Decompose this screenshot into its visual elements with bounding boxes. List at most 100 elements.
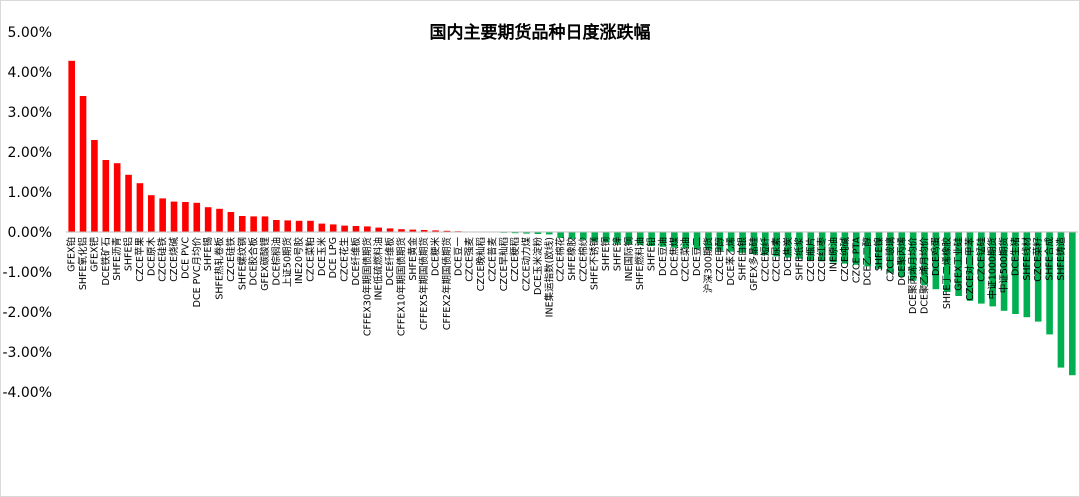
bar xyxy=(716,232,724,251)
category-label: CZCE硅铁 xyxy=(225,237,237,282)
y-tick-label: -3.00% xyxy=(2,345,52,361)
bar xyxy=(329,224,337,232)
category-label: DCE聚乙烯月均价 xyxy=(918,237,930,314)
bar xyxy=(1046,232,1053,335)
bar xyxy=(1012,232,1019,314)
category-label: CZCE锰硅 xyxy=(975,237,987,282)
category-label: DCE铁矿石 xyxy=(100,237,112,285)
category-label: DCE纤维板 xyxy=(384,237,396,286)
bar xyxy=(773,232,780,257)
bar xyxy=(932,232,940,290)
category-label: SHFE橡胶 xyxy=(566,237,578,281)
bar xyxy=(591,232,599,242)
category-label: INE集运指数(欧线) xyxy=(543,237,555,317)
category-label: CZCE花生 xyxy=(339,237,351,282)
bar xyxy=(91,140,98,232)
category-label: DCE聚丙烯月均价 xyxy=(907,237,919,314)
bar xyxy=(705,232,712,250)
category-label: DCE胶合板 xyxy=(248,237,260,286)
category-label: SHFE铝 xyxy=(123,237,135,271)
category-label: SHFE纸浆 xyxy=(793,237,805,281)
bar xyxy=(159,198,166,232)
y-tick-label: 5.00% xyxy=(8,25,52,41)
bar xyxy=(409,229,417,232)
bar xyxy=(909,232,917,281)
bar xyxy=(978,232,985,304)
y-tick-label: -4.00% xyxy=(2,385,52,401)
category-label: CZCE PTA xyxy=(851,237,862,284)
category-label: GFEX多晶硅 xyxy=(748,237,760,291)
category-label: CFFEX2年期国债期货 xyxy=(441,237,453,330)
bar xyxy=(193,202,201,232)
category-label: CZCE晚籼稻 xyxy=(475,237,487,291)
bar xyxy=(227,212,235,232)
category-label: CZCE纯碱 xyxy=(839,237,851,282)
bar xyxy=(727,232,735,252)
bar xyxy=(557,232,564,238)
category-label: GFEX碳酸锂 xyxy=(259,237,271,291)
bar xyxy=(443,230,451,232)
bar xyxy=(796,232,803,259)
category-label: DCE焦炭 xyxy=(782,237,794,276)
bar xyxy=(602,232,610,243)
bar xyxy=(568,232,576,239)
bar xyxy=(830,232,837,263)
bar xyxy=(784,232,792,258)
bar xyxy=(511,232,519,234)
category-label: SHFE镍 xyxy=(873,237,885,272)
category-label: INE20号胶 xyxy=(293,237,305,284)
bar xyxy=(523,232,530,234)
y-tick-label: 1.00% xyxy=(8,185,52,201)
bar xyxy=(841,232,849,264)
category-label: CZCE烧碱 xyxy=(168,237,180,282)
category-label: DCE棕榈油 xyxy=(270,237,282,285)
bar xyxy=(1057,232,1065,368)
bar xyxy=(955,232,962,296)
bar xyxy=(273,220,280,232)
bar xyxy=(750,232,758,254)
category-label: CZCE苹果 xyxy=(134,237,146,282)
bar xyxy=(250,216,257,232)
category-label: DCE玉米 xyxy=(316,237,328,276)
category-label: DCE鸡蛋 xyxy=(930,237,942,276)
bar xyxy=(432,230,439,232)
category-label: SHFE铅 xyxy=(646,237,658,272)
y-axis-ticks: 5.00% 4.00% 3.00% 2.00% 1.00% 0.00% -1.00% -2.0… xyxy=(2,25,52,401)
bar xyxy=(887,232,894,273)
bar xyxy=(68,60,75,232)
category-label: SHFE锌 xyxy=(611,237,623,272)
y-tick-label: 4.00% xyxy=(8,65,52,81)
bar xyxy=(989,232,997,307)
category-label: CFFEX30年期国债期货 xyxy=(361,237,373,336)
category-label: CZCE红枣 xyxy=(816,237,828,282)
category-label: SHFE螺纹钢 xyxy=(236,237,248,290)
category-label: DCE焦煤 xyxy=(668,237,680,276)
y-tick-label: 0.00% xyxy=(8,225,52,241)
bar xyxy=(284,220,292,232)
category-label: SHFE丁二烯橡胶 xyxy=(941,237,953,310)
bar xyxy=(898,232,906,277)
y-tick-label: -2.00% xyxy=(2,305,52,321)
category-label: DCE生猪 xyxy=(1009,237,1021,276)
bar xyxy=(204,207,212,232)
category-label: CFFEX10年期国债期货 xyxy=(395,237,407,336)
bar xyxy=(261,216,269,232)
category-label: CZCE菜籽 xyxy=(1032,237,1044,282)
category-label: DCE苯乙烯 xyxy=(725,237,737,286)
bar xyxy=(1000,232,1008,311)
bar xyxy=(1023,232,1031,318)
category-label: SHFE合成 xyxy=(1044,237,1056,281)
category-label: CZCE瓶片 xyxy=(805,237,817,282)
category-label: DCE玉米淀粉 xyxy=(532,237,544,295)
bar xyxy=(375,227,382,232)
category-label: SHFE燃料油 xyxy=(634,237,646,290)
bar xyxy=(807,232,815,260)
bar xyxy=(762,232,769,256)
category-label: SHFE热轧卷板 xyxy=(214,237,226,300)
bar xyxy=(682,232,690,249)
bar xyxy=(420,230,428,232)
category-label: DCE乙二醇 xyxy=(862,237,874,286)
category-label: CZCE强麦 xyxy=(464,237,476,282)
category-label: INE原油 xyxy=(828,237,840,272)
category-label: DCE豆二 xyxy=(692,237,703,276)
